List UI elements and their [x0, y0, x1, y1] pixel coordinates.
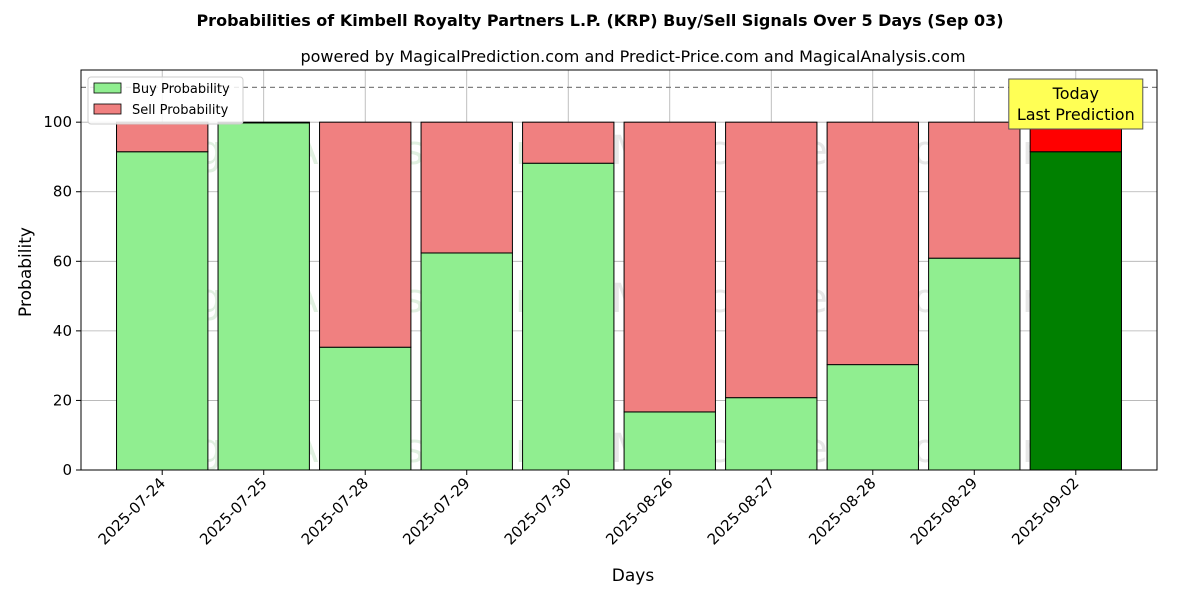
buy-bar: [420, 252, 513, 471]
x-tick-label: 2025-07-24: [95, 474, 169, 548]
last-prediction-label: Last Prediction: [1017, 105, 1135, 124]
x-tick-label: 2025-08-29: [907, 474, 981, 548]
buy-bar: [826, 364, 919, 471]
legend: Buy Probability Sell Probability: [87, 76, 244, 125]
x-tick-label: 2025-07-28: [298, 474, 372, 548]
x-tick-label: 2025-07-30: [501, 474, 575, 548]
legend-box: [87, 76, 244, 125]
buy-bar: [928, 257, 1021, 471]
today-box: [1008, 78, 1144, 130]
sell-bar: [826, 121, 919, 366]
x-axis-label: Days: [612, 566, 655, 586]
sell-bar: [623, 121, 716, 413]
today-annotation: Today Last Prediction: [1008, 78, 1144, 130]
sell-bar: [420, 121, 513, 254]
x-tick-label: 2025-08-28: [805, 474, 879, 548]
sell-bar: [319, 121, 412, 348]
sell-bar: [522, 121, 615, 164]
buy-bar: [217, 122, 310, 471]
y-tick-label: 80: [53, 183, 72, 201]
buy-bar: [725, 397, 818, 471]
x-tick-label: 2025-07-25: [196, 474, 270, 548]
y-axis-label: Probability: [16, 227, 36, 317]
x-tick-label: 2025-07-29: [399, 474, 473, 548]
bars-group: [81, 86, 1157, 471]
today-label: Today: [1052, 84, 1099, 103]
buy-bar: [116, 151, 209, 471]
buy-bar: [1029, 151, 1122, 471]
plot-frame: [80, 69, 1158, 471]
legend-label: Sell Probability: [132, 103, 229, 118]
legend-swatch: [93, 103, 122, 115]
sell-bar: [928, 121, 1021, 259]
sell-bar: [725, 121, 818, 399]
buy-bar: [623, 411, 716, 471]
x-tick-label: 2025-08-27: [704, 474, 778, 548]
chart-title: Probabilities of Kimbell Royalty Partner…: [196, 11, 1003, 30]
buy-bar: [319, 346, 412, 471]
sell-bar: [116, 121, 209, 153]
y-tick-label: 60: [53, 252, 72, 270]
x-tick-label: 2025-09-02: [1008, 474, 1082, 548]
chart-subtitle: powered by MagicalPrediction.com and Pre…: [300, 47, 965, 66]
x-tick-label: 2025-08-26: [602, 474, 676, 548]
buy-bar: [522, 162, 615, 471]
y-tick-label: 40: [53, 322, 72, 340]
legend-label: Buy Probability: [132, 82, 230, 97]
y-tick-label: 100: [43, 113, 72, 131]
legend-swatch: [93, 82, 122, 94]
y-tick-label: 0: [62, 461, 72, 479]
y-tick-label: 20: [53, 391, 72, 409]
